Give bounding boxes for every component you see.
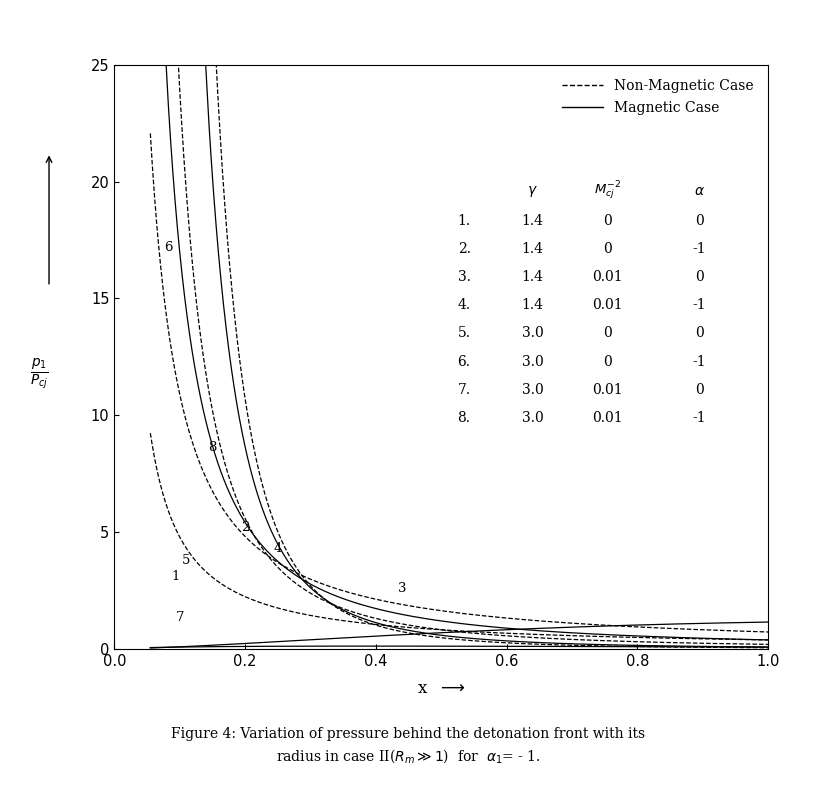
Text: 8: 8 bbox=[208, 441, 217, 454]
Text: 0: 0 bbox=[695, 270, 703, 285]
Text: 0: 0 bbox=[695, 214, 703, 229]
Text: 0: 0 bbox=[604, 354, 612, 368]
Text: 0.01: 0.01 bbox=[592, 298, 623, 312]
Text: 0: 0 bbox=[604, 214, 612, 229]
Text: 3.0: 3.0 bbox=[522, 354, 543, 368]
Text: 8.: 8. bbox=[458, 410, 471, 425]
Text: -1: -1 bbox=[693, 298, 706, 312]
Text: 1.4: 1.4 bbox=[522, 242, 543, 256]
Text: $\frac{p_1}{P_{cj}}$: $\frac{p_1}{P_{cj}}$ bbox=[30, 357, 48, 393]
Text: 0.01: 0.01 bbox=[592, 270, 623, 285]
Legend: Non-Magnetic Case, Magnetic Case: Non-Magnetic Case, Magnetic Case bbox=[555, 72, 761, 122]
Text: Figure 4: Variation of pressure behind the detonation front with its: Figure 4: Variation of pressure behind t… bbox=[172, 727, 645, 741]
Text: 0: 0 bbox=[604, 242, 612, 256]
Text: 4.: 4. bbox=[458, 298, 471, 312]
Text: 0.01: 0.01 bbox=[592, 383, 623, 397]
Text: 1: 1 bbox=[171, 570, 180, 583]
Text: 1.4: 1.4 bbox=[522, 214, 543, 229]
Text: radius in case II($R_m \gg 1$)  for  $\alpha_1$= - 1.: radius in case II($R_m \gg 1$) for $\alp… bbox=[276, 747, 541, 765]
Text: 3: 3 bbox=[398, 581, 406, 594]
Text: 2.: 2. bbox=[458, 242, 471, 256]
Text: 0: 0 bbox=[604, 327, 612, 341]
Text: 5: 5 bbox=[182, 554, 190, 567]
Text: 1.: 1. bbox=[458, 214, 471, 229]
Text: $\alpha$: $\alpha$ bbox=[694, 184, 705, 198]
X-axis label: x  $\longrightarrow$: x $\longrightarrow$ bbox=[417, 680, 465, 697]
Text: 5.: 5. bbox=[458, 327, 471, 341]
Text: 3.0: 3.0 bbox=[522, 327, 543, 341]
Text: -1: -1 bbox=[693, 410, 706, 425]
Text: 3.: 3. bbox=[458, 270, 471, 285]
Text: 1.4: 1.4 bbox=[522, 298, 543, 312]
Text: 0: 0 bbox=[695, 383, 703, 397]
Text: 6.: 6. bbox=[458, 354, 471, 368]
Text: -1: -1 bbox=[693, 242, 706, 256]
Text: -1: -1 bbox=[693, 354, 706, 368]
Text: 1.4: 1.4 bbox=[522, 270, 543, 285]
Text: 0.01: 0.01 bbox=[592, 410, 623, 425]
Text: $\gamma$: $\gamma$ bbox=[527, 183, 538, 199]
Text: $M_{cj}^{-2}$: $M_{cj}^{-2}$ bbox=[594, 180, 622, 202]
Text: 4: 4 bbox=[274, 542, 282, 555]
Text: 2: 2 bbox=[241, 521, 249, 534]
Text: 0: 0 bbox=[695, 327, 703, 341]
Text: 3.0: 3.0 bbox=[522, 383, 543, 397]
Text: 7: 7 bbox=[176, 611, 184, 624]
Text: 3.0: 3.0 bbox=[522, 410, 543, 425]
Text: 6: 6 bbox=[163, 241, 172, 254]
Text: 7.: 7. bbox=[458, 383, 471, 397]
